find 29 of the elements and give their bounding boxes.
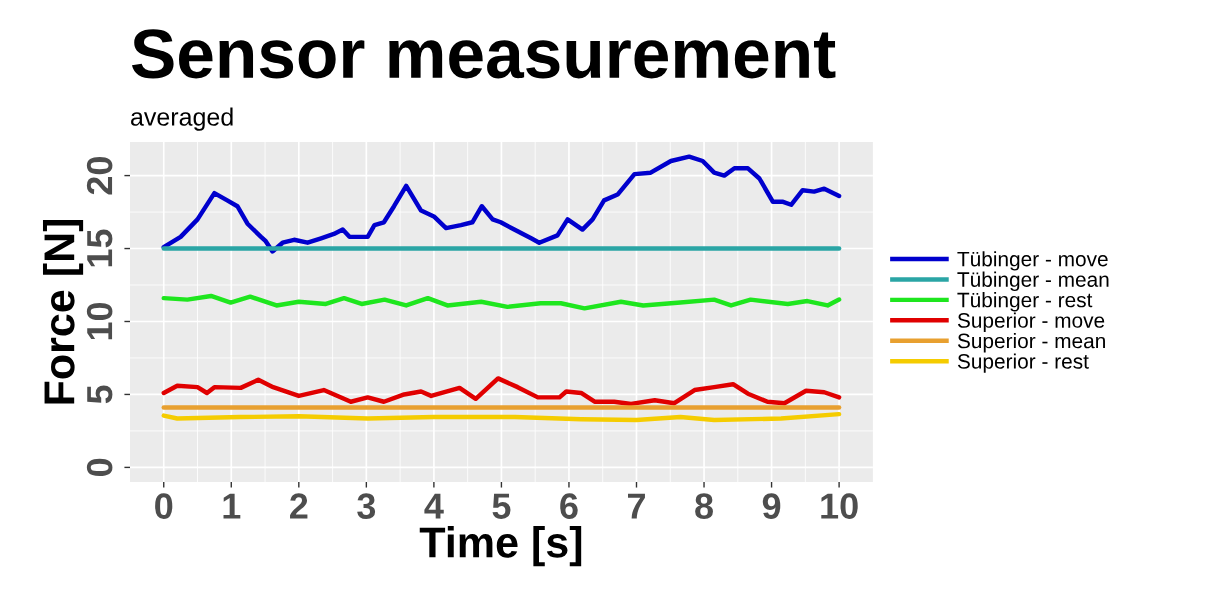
line-series [161, 293, 842, 311]
legend-label: Superior - rest [957, 353, 1089, 373]
line-series [161, 376, 842, 407]
x-tick-label: 1 [223, 493, 241, 519]
y-tick-label: 15 [87, 229, 113, 267]
y-axis-title: Force [N] [42, 219, 84, 404]
legend-label: Superior - mean [957, 332, 1105, 353]
legend-label: Superior - move [957, 312, 1105, 332]
y-tick-label: 0 [86, 458, 113, 477]
x-tick-label: 4 [424, 493, 444, 519]
legend-label: Tübinger - mean [957, 271, 1109, 292]
x-axis-title: Time [s] [419, 526, 582, 567]
chart-title: Sensor measurement [131, 29, 836, 79]
x-tick-label: 8 [695, 493, 713, 519]
x-tick-label: 6 [560, 493, 578, 519]
chart-subtitle: averaged [131, 107, 233, 131]
y-tick-label: 10 [86, 302, 113, 340]
line-series [161, 154, 842, 254]
x-tick-label: 3 [357, 493, 376, 519]
x-tick-label: 0 [155, 493, 173, 519]
x-tick-label: 5 [492, 493, 511, 519]
x-tick-label: 9 [762, 493, 781, 519]
legend-label: Tübinger - rest [957, 292, 1093, 312]
x-tick-label: 7 [628, 493, 645, 519]
y-tick-label: 5 [87, 385, 113, 404]
x-tick-label: 10 [821, 493, 858, 519]
x-tick-label: 2 [290, 493, 308, 519]
y-tick-label: 20 [86, 156, 113, 195]
legend-label: Tübinger - move [957, 251, 1108, 271]
